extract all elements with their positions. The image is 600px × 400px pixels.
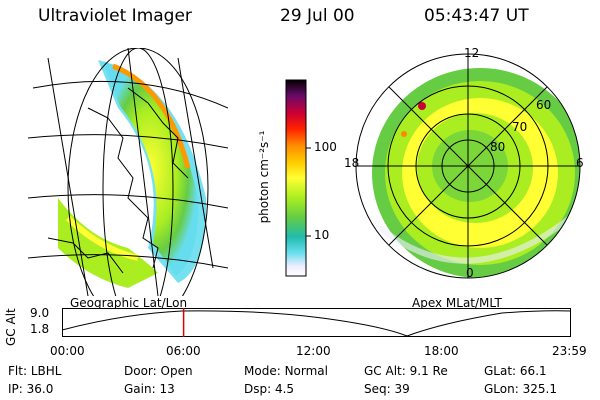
status-gain-key: Gain: [124,382,156,396]
status-gc-alt-value: 9.1 Re [409,364,448,378]
observation-time: 05:43:47 UT [424,6,529,26]
geographic-caption: Geographic Lat/Lon [70,296,188,310]
status-glat-value: 66.1 [519,364,547,378]
observation-date: 29 Jul 00 [280,6,355,26]
mlt-label-12: 12 [464,46,480,60]
colorbar-tick-10: 10 [314,228,330,242]
status-gc-alt: GC Alt: 9.1 Re [364,364,448,378]
geographic-image [28,48,228,296]
status-mode-key: Mode: [244,364,281,378]
mlt-label-0: 0 [466,266,474,280]
status-dsp: Dsp: 4.5 [244,382,294,396]
status-dsp-value: 4.5 [274,382,295,396]
status-gain: Gain: 13 [124,382,175,396]
altitude-tick-high: 9.0 [30,306,50,320]
status-ip-value: 36.0 [26,382,54,396]
mlat-label-70: 70 [512,120,528,134]
time-tick-1800: 18:00 [424,344,459,358]
status-seq-value: 39 [394,382,410,396]
status-flt: Flt: LBHL [8,364,61,378]
status-glon: GLon: 325.1 [484,382,557,396]
polar-caption: Apex MLat/MLT [412,296,502,310]
status-ip-key: IP: [8,382,23,396]
time-tick-0000: 00:00 [50,344,85,358]
time-tick-1200: 12:00 [296,344,331,358]
altitude-axis-label: GC Alt [4,308,18,346]
status-door: Door: Open [124,364,193,378]
status-mode: Mode: Normal [244,364,328,378]
status-mode-value: Normal [284,364,328,378]
status-flt-value: LBHL [30,364,62,378]
polar-image [355,53,581,279]
colorbar-unit-label: photon cm⁻²s⁻¹ [257,130,271,224]
status-seq: Seq: 39 [364,382,410,396]
status-seq-key: Seq: [364,382,391,396]
altitude-tick-low: 1.8 [30,322,50,336]
status-ip: IP: 36.0 [8,382,53,396]
status-gc-alt-key: GC Alt: [364,364,406,378]
mlt-label-18: 18 [344,156,360,170]
status-flt-key: Flt: [8,364,27,378]
time-tick-0600: 06:00 [166,344,201,358]
time-tick-2359: 23:59 [552,344,587,358]
mlat-label-60: 60 [536,98,552,112]
status-glat: GLat: 66.1 [484,364,547,378]
status-glat-key: GLat: [484,364,517,378]
colorbar-scale [285,79,307,277]
status-door-value: Open [160,364,193,378]
altitude-plot [62,308,572,337]
status-gain-value: 13 [159,382,175,396]
mlt-label-6: 6 [576,156,584,170]
colorbar-tick-100: 100 [314,140,337,154]
status-glon-value: 325.1 [522,382,557,396]
mlat-label-80: 80 [490,140,506,154]
status-dsp-key: Dsp: [244,382,272,396]
app-title: Ultraviolet Imager [38,6,192,26]
status-door-key: Door: [124,364,157,378]
colorbar [285,79,311,277]
altitude-curve [62,310,572,337]
status-glon-key: GLon: [484,382,519,396]
